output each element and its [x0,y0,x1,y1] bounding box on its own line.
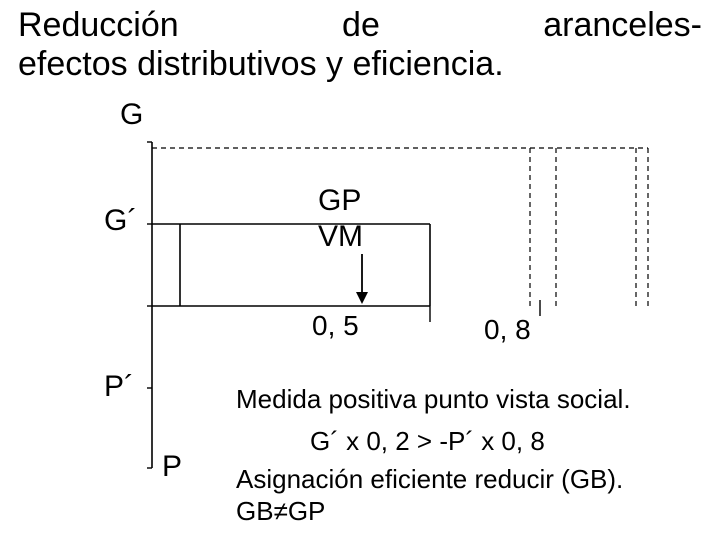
body-line-2: G´ x 0, 2 > -P´ x 0, 8 [310,426,545,457]
tick-08: 0, 8 [484,314,531,346]
slide: Reducción de aranceles- efectos distribu… [0,0,720,540]
label-pp: P´ [104,370,134,404]
label-p: P [162,450,182,484]
body-line-3: Asignación eficiente reducir (GB). [236,464,716,495]
tariff-diagram [0,0,720,540]
label-region-gp: GP [318,184,361,218]
label-region-vm: VM [318,220,363,254]
body-line-1: Medida positiva punto vista social. [236,384,716,415]
label-g: G [120,98,143,132]
tick-05: 0, 5 [312,310,359,342]
label-gp: G´ [104,204,137,238]
body-line-4: GB≠GP [236,496,325,527]
